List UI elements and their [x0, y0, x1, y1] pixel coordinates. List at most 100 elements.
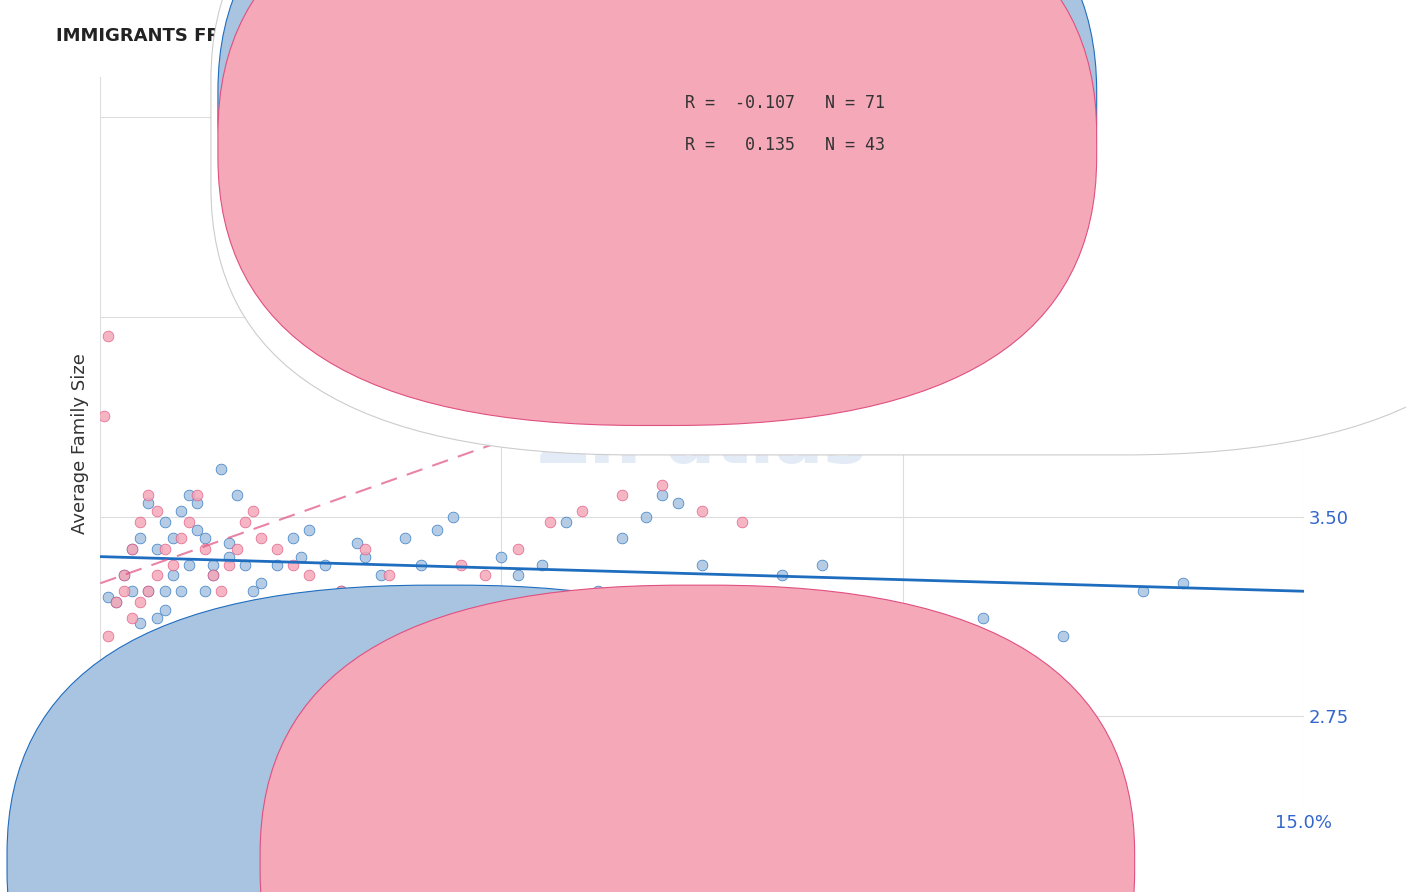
Point	[770, 568, 793, 582]
Point	[281, 558, 304, 572]
Point	[354, 549, 377, 564]
Point	[162, 568, 184, 582]
Point	[314, 558, 336, 572]
Point	[162, 531, 184, 545]
Point	[931, 690, 953, 705]
Point	[153, 584, 176, 599]
Point	[105, 595, 128, 609]
Point	[610, 531, 633, 545]
Text: Source: ZipAtlas.com: Source: ZipAtlas.com	[1187, 27, 1350, 42]
Point	[426, 523, 449, 537]
Point	[186, 523, 208, 537]
Point	[121, 541, 143, 556]
Point	[233, 558, 256, 572]
Point	[201, 558, 224, 572]
Y-axis label: Average Family Size: Average Family Size	[72, 353, 89, 534]
Point	[266, 558, 288, 572]
Point	[112, 568, 135, 582]
Point	[225, 744, 247, 758]
Point	[554, 515, 576, 529]
Point	[731, 584, 754, 599]
Point	[257, 611, 280, 625]
Point	[169, 531, 191, 545]
Point	[145, 541, 167, 556]
Point	[138, 496, 160, 510]
Text: IMMIGRANTS FROM NEPAL VS TAIWANESE AVERAGE FAMILY SIZE CORRELATION CHART: IMMIGRANTS FROM NEPAL VS TAIWANESE AVERA…	[56, 27, 929, 45]
Point	[506, 568, 529, 582]
Point	[571, 504, 593, 518]
Point	[153, 541, 176, 556]
Point	[209, 462, 232, 476]
Point	[194, 584, 217, 599]
Point	[194, 541, 217, 556]
Point	[394, 531, 416, 545]
Point	[530, 558, 553, 572]
Point	[112, 584, 135, 599]
Point	[218, 536, 240, 550]
Point	[153, 515, 176, 529]
Point	[346, 536, 368, 550]
Point	[506, 541, 529, 556]
Point	[634, 509, 657, 524]
Point	[169, 504, 191, 518]
Point	[242, 584, 264, 599]
Point	[314, 595, 336, 609]
Point	[153, 603, 176, 617]
Point	[121, 611, 143, 625]
Point	[169, 584, 191, 599]
Point	[105, 595, 128, 609]
Point	[354, 541, 377, 556]
Point	[138, 488, 160, 502]
Point	[194, 531, 217, 545]
Point	[145, 504, 167, 518]
Text: R =   0.135   N = 43: R = 0.135 N = 43	[685, 136, 884, 154]
Point	[233, 515, 256, 529]
Point	[225, 541, 247, 556]
Point	[225, 488, 247, 502]
Point	[145, 630, 167, 644]
Point	[93, 744, 115, 758]
Point	[177, 558, 200, 572]
Point	[666, 496, 689, 510]
Point	[177, 515, 200, 529]
Point	[249, 531, 271, 545]
Point	[1173, 576, 1195, 591]
Point	[129, 515, 152, 529]
Point	[690, 504, 713, 518]
Point	[121, 541, 143, 556]
Point	[186, 496, 208, 510]
Point	[690, 558, 713, 572]
Text: ZIPatlas: ZIPatlas	[537, 409, 868, 478]
Point	[112, 568, 135, 582]
Point	[450, 558, 472, 572]
Point	[186, 488, 208, 502]
Point	[891, 669, 914, 683]
Point	[441, 509, 464, 524]
Point	[491, 549, 513, 564]
Point	[177, 488, 200, 502]
Point	[370, 568, 392, 582]
Point	[731, 515, 754, 529]
Text: R =  -0.107   N = 71: R = -0.107 N = 71	[685, 94, 884, 112]
Point	[290, 549, 312, 564]
Text: Immigrants from Nepal: Immigrants from Nepal	[439, 852, 630, 870]
Point	[274, 616, 297, 631]
Point	[129, 531, 152, 545]
Point	[145, 568, 167, 582]
Point	[651, 477, 673, 491]
Point	[249, 576, 271, 591]
Point	[426, 595, 449, 609]
Point	[651, 488, 673, 502]
Point	[1052, 630, 1074, 644]
Point	[97, 630, 120, 644]
Point	[93, 409, 115, 423]
Point	[129, 595, 152, 609]
Point	[138, 584, 160, 599]
Point	[266, 541, 288, 556]
Point	[330, 584, 353, 599]
Point	[129, 616, 152, 631]
Point	[298, 523, 321, 537]
Point	[201, 568, 224, 582]
Point	[474, 568, 496, 582]
Point	[145, 611, 167, 625]
